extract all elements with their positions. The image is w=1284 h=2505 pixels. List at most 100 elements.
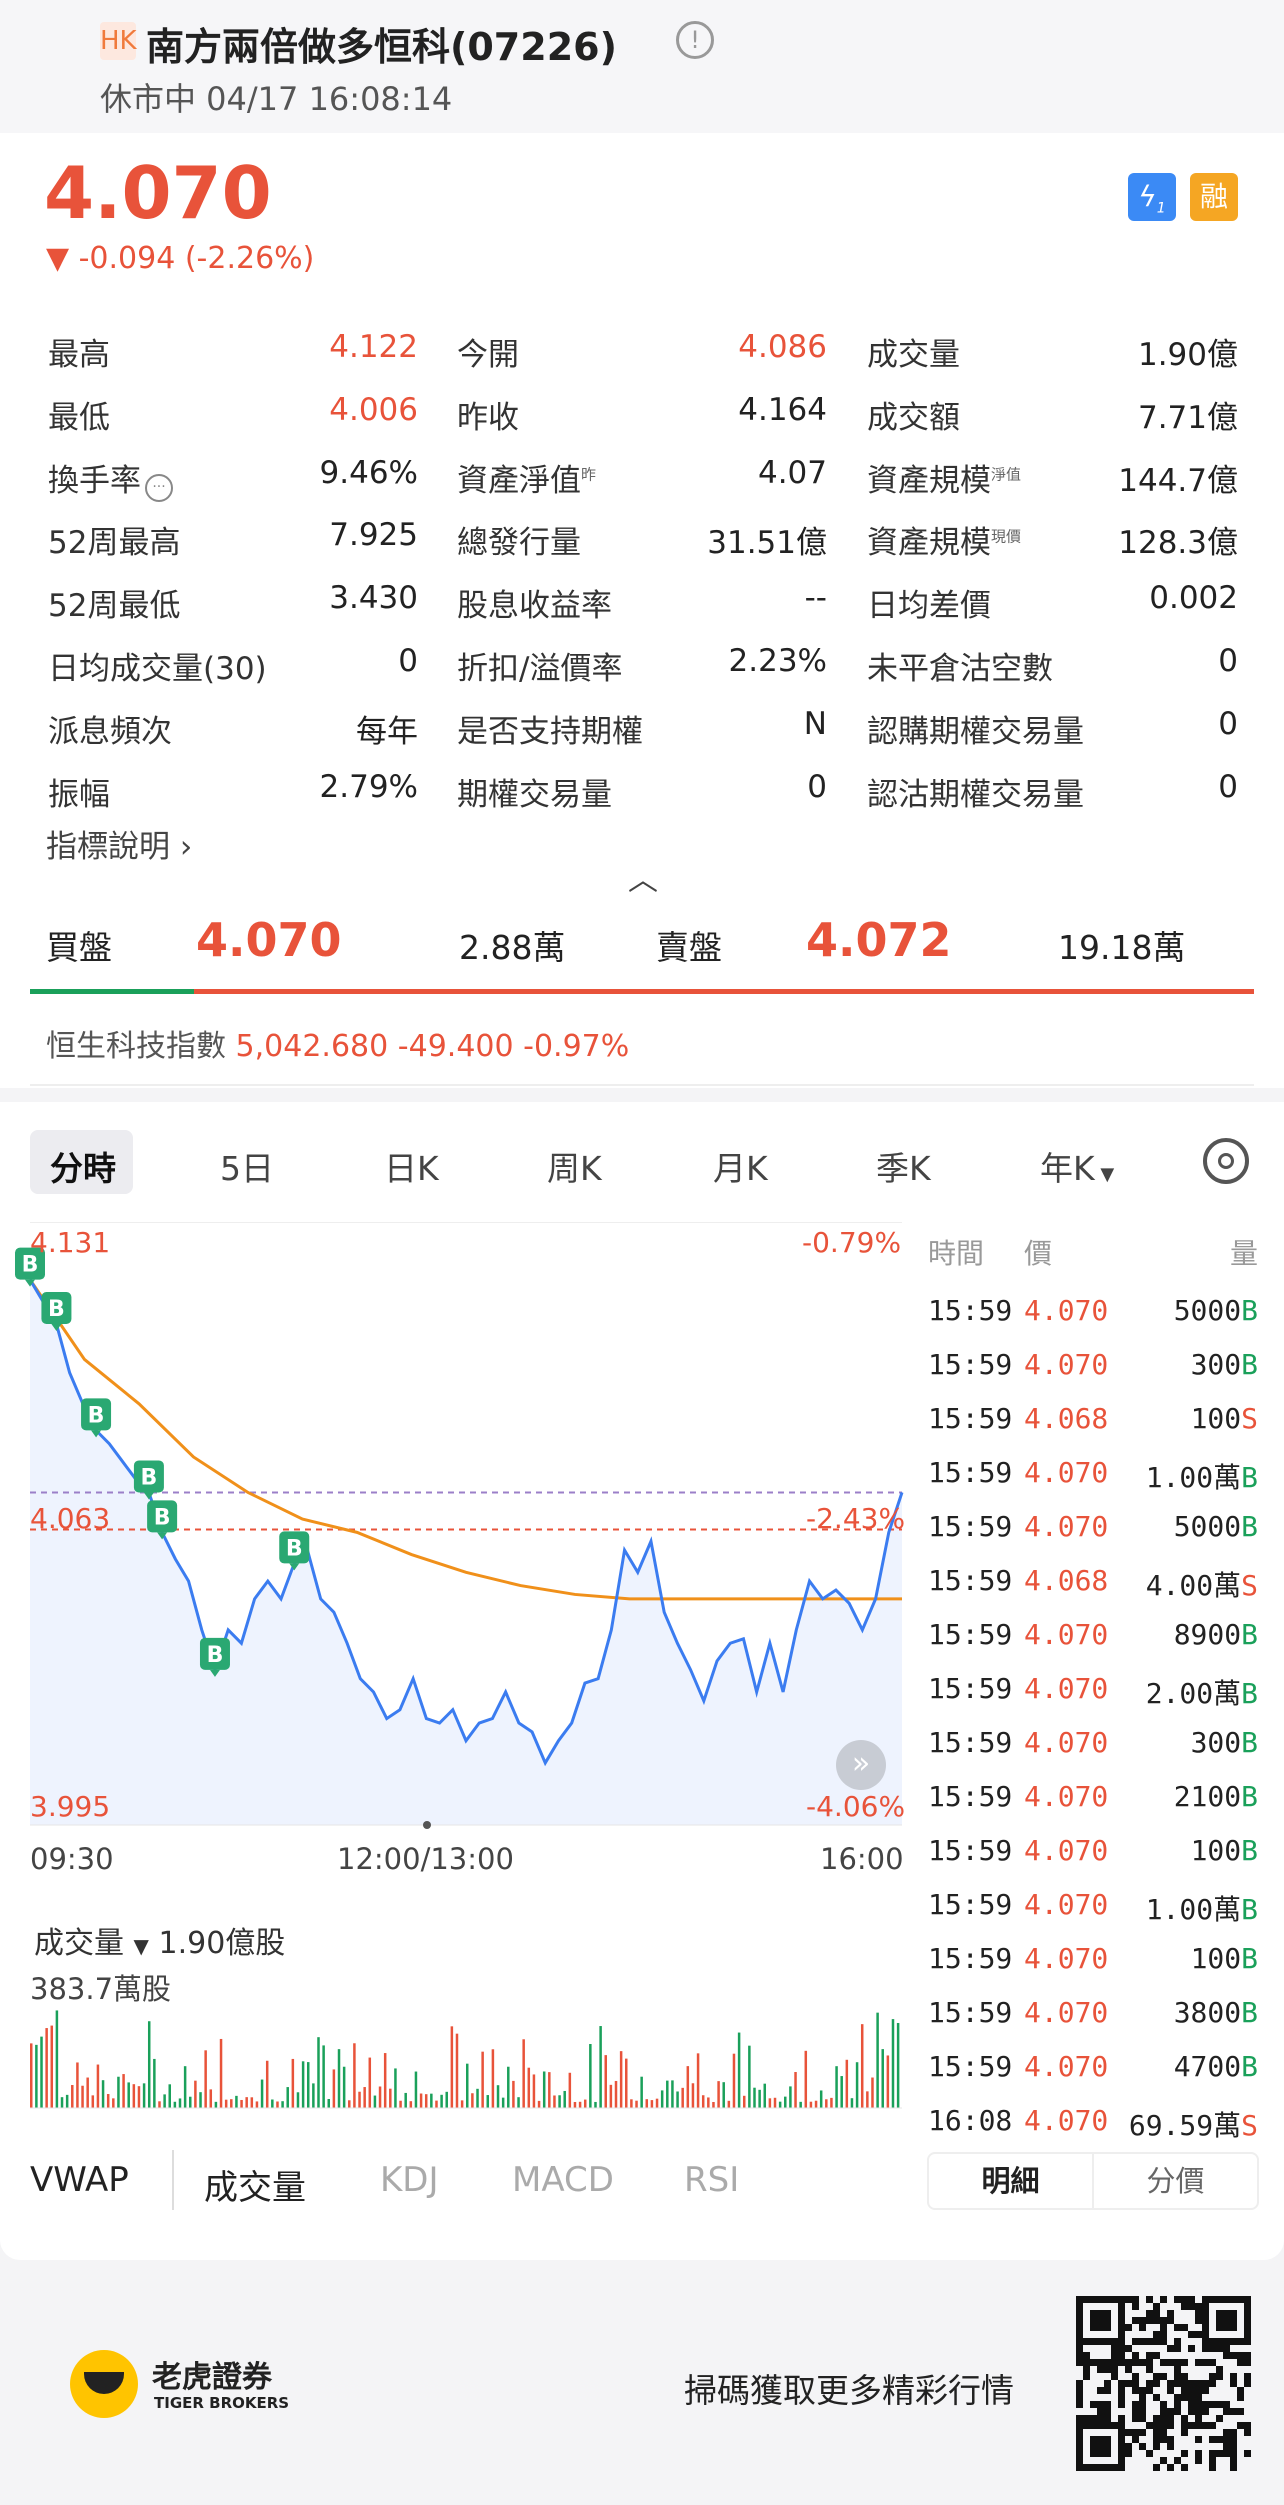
volume-bar <box>676 2091 679 2108</box>
volume-bar <box>794 2071 797 2108</box>
buy-marker[interactable]: B <box>133 1460 164 1500</box>
volume-bar <box>245 2097 248 2108</box>
trade-volume: 300B <box>1190 1726 1258 1759</box>
info-icon[interactable]: ! <box>676 21 714 59</box>
volume-bar <box>235 2095 238 2108</box>
volume-bar <box>168 2084 171 2108</box>
volume-bar <box>553 2095 556 2108</box>
volume-bar <box>30 2043 33 2108</box>
tab-3[interactable]: 周K <box>547 1149 602 1188</box>
svg-text:B: B <box>48 1297 65 1322</box>
volume-bar <box>363 2087 366 2108</box>
stat-label: 最高 <box>48 337 110 373</box>
tab-4[interactable]: 月K <box>713 1149 768 1188</box>
trade-price: 4.070 <box>1024 1510 1109 1543</box>
volume-bar <box>707 2097 710 2108</box>
indicator-macd[interactable]: MACD <box>512 2160 614 2200</box>
stat-value: 0 <box>807 768 827 805</box>
volume-bar <box>891 2019 895 2108</box>
tab-5[interactable]: 季K <box>876 1149 931 1188</box>
stat-label: 日均成交量(30) <box>48 651 267 687</box>
stat-value: 7.925 <box>329 517 418 554</box>
stat-label: 成交量 <box>867 337 960 373</box>
trade-price: 4.070 <box>1024 1618 1109 1651</box>
ask-label: 賣盤 <box>656 928 722 967</box>
volume-bar <box>712 2101 715 2108</box>
svg-text:B: B <box>154 1505 171 1530</box>
volume-bar <box>414 2071 418 2108</box>
volume-bar <box>655 2098 659 2108</box>
volume-bar <box>296 2092 300 2108</box>
volume-bar <box>583 2099 587 2108</box>
volume-bar <box>163 2094 166 2108</box>
bid-volume: 2.88萬 <box>459 928 566 967</box>
trade-price: 4.068 <box>1024 1564 1109 1597</box>
volume-selector[interactable]: 成交量 ▼ 1.90億股 <box>34 1926 286 1961</box>
buy-marker[interactable]: B <box>147 1500 178 1540</box>
volume-bar <box>224 2099 228 2108</box>
stat-label: 股息收益率 <box>457 588 612 625</box>
price-area <box>30 1279 902 1825</box>
indicator-rsi[interactable]: RSI <box>684 2160 740 2200</box>
tab-price-distribution[interactable]: 分價 <box>1146 2164 1205 2198</box>
trade-volume: 100B <box>1190 1942 1258 1975</box>
volume-bar <box>835 2066 838 2108</box>
buy-marker[interactable]: B <box>41 1291 72 1331</box>
buy-marker[interactable]: B <box>81 1398 112 1438</box>
bid-ratio-bar <box>30 989 194 994</box>
volume-bar <box>255 2101 259 2108</box>
volume-bar <box>332 2069 336 2108</box>
settings-gear-icon[interactable] <box>1203 1138 1249 1184</box>
flash-trade-icon[interactable]: ϟ1 <box>1128 173 1176 221</box>
indicator-link[interactable]: 指標說明 › <box>46 829 193 865</box>
volume-bar <box>404 2092 407 2108</box>
buy-marker[interactable]: B <box>199 1637 230 1677</box>
buy-marker[interactable]: B <box>279 1531 310 1571</box>
trade-volume: 2100B <box>1173 1780 1258 1813</box>
volume-bar <box>183 2066 187 2108</box>
stat-value: 9.46% <box>319 454 418 491</box>
indicator-kdj[interactable]: KDJ <box>380 2160 439 2200</box>
volume-bar <box>799 2101 802 2108</box>
volume-bar <box>825 2099 828 2108</box>
tab-detail[interactable]: 明細 <box>929 2154 1094 2208</box>
chevron-right-icon: › <box>179 829 193 865</box>
volume-bar <box>753 2087 756 2108</box>
tab-1[interactable]: 5日 <box>220 1149 274 1188</box>
stat-label: 未平倉沽空數 <box>867 651 1053 687</box>
collapse-chevron-icon[interactable]: ︿ <box>628 863 658 898</box>
tab-0[interactable]: 分時 <box>50 1149 116 1188</box>
margin-icon[interactable]: 融 <box>1190 173 1238 221</box>
buy-marker[interactable]: B <box>15 1247 45 1287</box>
volume-bar <box>35 2044 38 2108</box>
stat-value: 4.164 <box>738 391 827 428</box>
price-change: ▼ -0.094 (-2.26%) <box>46 241 314 276</box>
tab-selected-bg <box>30 1130 133 1194</box>
tab-2[interactable]: 日K <box>384 1149 439 1188</box>
stat-value: 每年 <box>356 713 418 750</box>
volume-bar <box>522 2039 525 2108</box>
volume-bar <box>101 2080 105 2108</box>
stat-label: 昨收 <box>457 399 519 436</box>
x-label-open: 09:30 <box>30 1842 114 1876</box>
indicator-成交量[interactable]: 成交量 <box>204 2168 306 2208</box>
trade-time: 15:59 <box>928 1780 1013 1813</box>
header: HK 南方兩倍做多恒科(07226) ! 休市中 04/17 16:08:14 <box>0 0 1284 133</box>
volume-bar <box>178 2098 182 2108</box>
more-info-icon[interactable]: ··· <box>145 473 173 502</box>
indicator-vwap[interactable]: VWAP <box>30 2160 129 2200</box>
volume-bar <box>86 2077 89 2108</box>
trade-time: 15:59 <box>928 1456 1013 1489</box>
volume-bar <box>230 2099 233 2108</box>
volume-bar <box>778 2101 782 2108</box>
index-quote[interactable]: 恒生科技指數 5,042.680 -49.400 -0.97% <box>46 1029 630 1064</box>
stat-label: 總發行量 <box>457 525 581 562</box>
volume-bar <box>199 2092 202 2108</box>
volume-bar <box>866 2091 869 2108</box>
volume-bar <box>758 2089 761 2108</box>
fast-forward-icon[interactable]: » <box>836 1740 886 1790</box>
tab-6[interactable]: 年K ▼ <box>1040 1149 1115 1188</box>
pct-mid-label: -2.43% <box>806 1502 906 1535</box>
trade-price: 4.070 <box>1024 1456 1109 1489</box>
